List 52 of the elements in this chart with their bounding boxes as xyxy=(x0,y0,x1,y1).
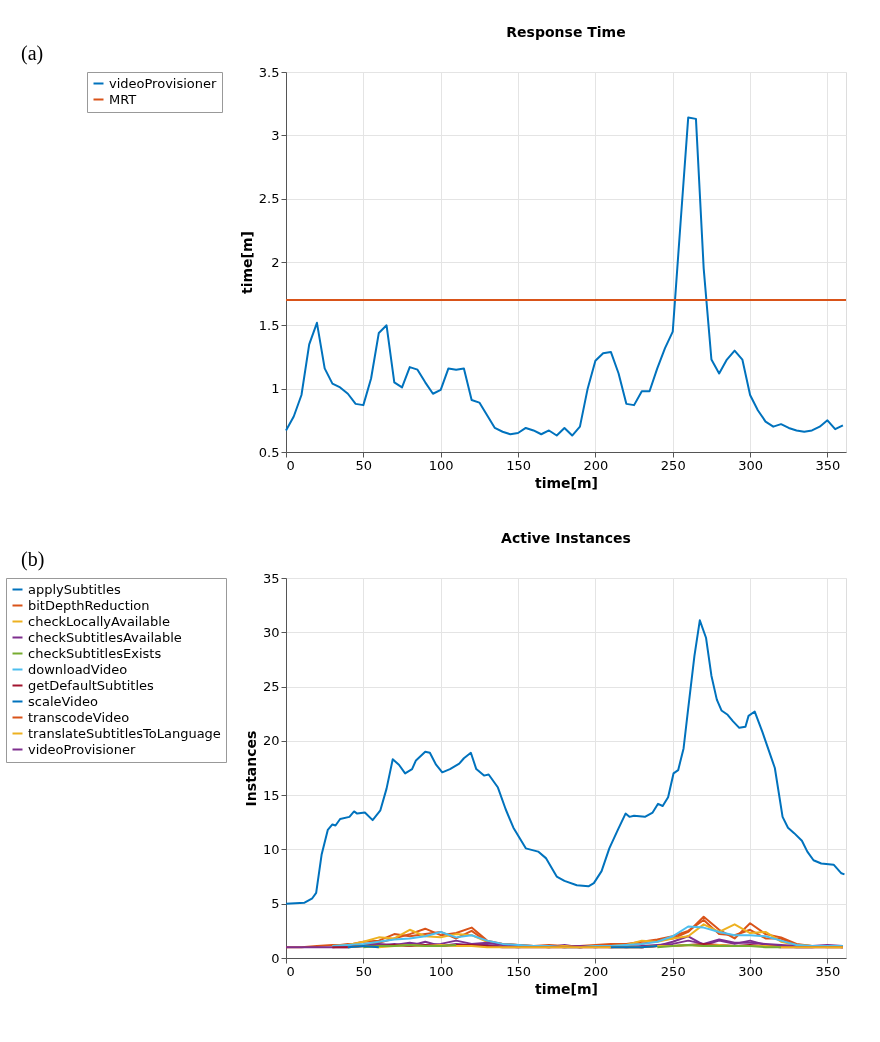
x-tick-label: 200 xyxy=(583,457,609,473)
x-tick-label: 250 xyxy=(660,457,686,473)
legend-label: checkSubtitlesExists xyxy=(28,645,162,661)
x-tick-label: 300 xyxy=(738,457,763,473)
chart-title: Active Instances xyxy=(501,530,631,546)
y-tick-label: 15 xyxy=(262,787,280,803)
x-tick-label: 250 xyxy=(660,963,686,979)
y-tick-label: 3.5 xyxy=(258,64,280,80)
legend-label: videoProvisioner xyxy=(28,741,137,757)
legend-label: transcodeVideo xyxy=(28,709,130,725)
text: (a) xyxy=(21,42,44,65)
x-tick-label: 200 xyxy=(583,963,609,979)
y-tick-label: 3 xyxy=(271,127,280,143)
x-tick-label: 350 xyxy=(815,457,841,473)
x-axis-title: time[m] xyxy=(535,474,598,491)
legend-label: checkLocallyAvailable xyxy=(28,613,170,629)
legend-label: downloadVideo xyxy=(28,661,128,677)
x-tick-label: 100 xyxy=(428,457,454,473)
legend-label: translateSubtitlesToLanguage xyxy=(28,725,221,741)
y-tick-label: 0 xyxy=(271,950,280,966)
x-tick-label: 150 xyxy=(506,963,531,979)
y-tick-label: 1.5 xyxy=(258,317,280,333)
chart-title: Response Time xyxy=(506,24,626,40)
y-tick-label: 2 xyxy=(271,254,280,270)
x-tick-label: 350 xyxy=(815,963,841,979)
y-axis-title: time[m] xyxy=(238,231,255,294)
y-tick-label: 1 xyxy=(271,381,280,397)
y-tick-label: 20 xyxy=(262,733,280,749)
legend-label: getDefaultSubtitles xyxy=(28,677,155,693)
x-tick-label: 100 xyxy=(428,963,454,979)
x-tick-label: 150 xyxy=(506,457,531,473)
x-tick-label: 50 xyxy=(355,963,373,979)
y-tick-label: 5 xyxy=(271,896,280,912)
text: (b) xyxy=(21,548,45,571)
y-tick-label: 0.5 xyxy=(258,444,280,460)
legend-label: checkSubtitlesAvailable xyxy=(28,629,182,645)
y-tick-label: 25 xyxy=(262,679,280,695)
legend-label: scaleVideo xyxy=(28,693,98,709)
x-tick-label: 300 xyxy=(738,963,763,979)
y-tick-label: 2.5 xyxy=(258,191,280,207)
x-tick-label: 50 xyxy=(355,457,373,473)
x-tick-label: 0 xyxy=(286,963,295,979)
y-axis-title: Instances xyxy=(242,730,259,807)
legend-label: videoProvisioner xyxy=(109,75,218,91)
legend-label: bitDepthReduction xyxy=(28,597,150,613)
y-tick-label: 30 xyxy=(262,624,280,640)
y-tick-label: 10 xyxy=(262,841,280,857)
x-tick-label: 0 xyxy=(286,457,295,473)
y-tick-label: 35 xyxy=(262,570,280,586)
legend-label: MRT xyxy=(109,91,137,107)
x-axis-title: time[m] xyxy=(535,980,598,997)
legend-label: applySubtitles xyxy=(28,581,121,597)
